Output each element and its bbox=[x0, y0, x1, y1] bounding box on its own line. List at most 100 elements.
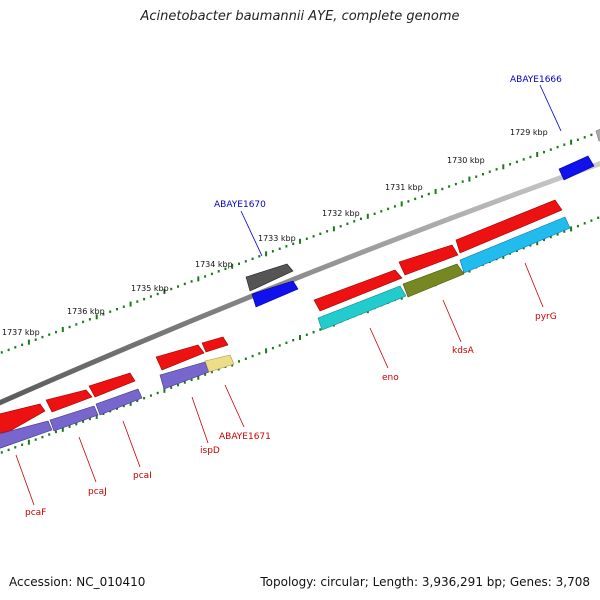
gene-label-ABAYE1670[interactable]: ABAYE1670 bbox=[214, 200, 266, 210]
gene-label-ispD[interactable]: ispD bbox=[200, 446, 220, 456]
scale-label: 1730 kbp bbox=[447, 156, 485, 165]
scale-tick bbox=[495, 168, 498, 171]
scale-tick bbox=[41, 435, 44, 439]
gene-label-pyrG[interactable]: pyrG bbox=[535, 312, 557, 322]
scale-tick bbox=[570, 139, 573, 145]
scale-tick bbox=[55, 330, 57, 334]
scale-label: 1732 kbp bbox=[322, 209, 360, 218]
gene-label-pcaJ[interactable]: pcaJ bbox=[88, 487, 107, 497]
scale-tick bbox=[177, 383, 179, 387]
scale-tick bbox=[319, 232, 322, 235]
scale-tick bbox=[556, 145, 559, 149]
scale-tick bbox=[515, 249, 518, 253]
scale-tick bbox=[210, 272, 213, 276]
gene-arrow-red[interactable] bbox=[45, 389, 93, 413]
genome-summary-text: Topology: circular; Length: 3,936,291 bp… bbox=[260, 575, 590, 589]
scale-tick bbox=[109, 310, 112, 313]
scale-tick bbox=[190, 378, 193, 382]
gene-arrow-purple[interactable] bbox=[0, 420, 53, 450]
scale-tick bbox=[393, 205, 396, 208]
gene-label-ABAYE1666[interactable]: ABAYE1666 bbox=[510, 75, 562, 85]
scale-tick bbox=[576, 138, 579, 141]
scale-tick bbox=[224, 267, 227, 270]
scale-tick bbox=[34, 438, 37, 441]
scale-tick bbox=[170, 287, 173, 291]
gene-arrow-gray[interactable] bbox=[245, 263, 294, 292]
gene-arrow-red[interactable] bbox=[155, 344, 205, 371]
scale-tick bbox=[305, 237, 308, 240]
scale-tick bbox=[285, 341, 288, 344]
gene-arrow-red[interactable] bbox=[0, 403, 46, 434]
scale-tick bbox=[441, 187, 444, 191]
scale-tick bbox=[136, 399, 139, 402]
scale-tick bbox=[136, 300, 139, 303]
scale-tick bbox=[414, 197, 417, 201]
scale-tick bbox=[475, 175, 478, 178]
outer-scale-track bbox=[0, 131, 600, 354]
scale-tick bbox=[271, 250, 274, 253]
gene-label-kdsA[interactable]: kdsA bbox=[452, 346, 475, 356]
scale-tick bbox=[590, 219, 593, 222]
gene-arrow-red[interactable] bbox=[455, 199, 563, 254]
scale-tick bbox=[387, 207, 390, 211]
gene-label-ABAYE1671[interactable]: ABAYE1671 bbox=[219, 432, 271, 442]
scale-tick bbox=[570, 226, 573, 232]
scale-tick bbox=[488, 170, 491, 173]
scale-tick bbox=[549, 148, 552, 151]
gene-arrow-blue[interactable] bbox=[251, 280, 299, 308]
scale-tick bbox=[258, 255, 261, 258]
scale-tick bbox=[75, 323, 78, 326]
gene-arrow-purple[interactable] bbox=[95, 388, 143, 416]
scale-tick bbox=[529, 155, 532, 159]
scale-tick bbox=[563, 230, 566, 233]
scale-label: 1737 kbp bbox=[2, 328, 40, 337]
scale-tick bbox=[102, 313, 105, 316]
gene-label-eno[interactable]: eno bbox=[382, 373, 399, 383]
scale-label: 1734 kbp bbox=[195, 260, 233, 269]
scale-tick bbox=[48, 433, 51, 436]
gene-arrow-blue[interactable] bbox=[558, 155, 595, 181]
scale-tick bbox=[448, 185, 451, 188]
scale-tick bbox=[0, 451, 3, 454]
gene-arrow-lightgray[interactable] bbox=[595, 127, 600, 142]
gene-arrow-yellow[interactable] bbox=[204, 354, 235, 373]
scale-tick bbox=[251, 354, 254, 358]
gene-label-pcaI[interactable]: pcaI bbox=[133, 471, 152, 481]
gene-arrow-red[interactable] bbox=[88, 372, 136, 398]
scale-tick bbox=[116, 308, 118, 311]
gene-labels: pcaF pcaJ pcaI ispD ABAYE1671 eno kdsA p… bbox=[25, 75, 562, 518]
scale-tick bbox=[536, 240, 539, 246]
gene-arrow-cyan[interactable] bbox=[459, 216, 571, 274]
gene-arrow-teal[interactable] bbox=[317, 285, 407, 331]
scale-tick bbox=[82, 320, 85, 324]
scale-tick bbox=[583, 222, 586, 225]
scale-tick bbox=[590, 133, 593, 137]
scale-tick bbox=[549, 235, 552, 239]
scale-tick bbox=[156, 391, 159, 395]
scale-tick bbox=[149, 394, 152, 397]
scale-tick bbox=[129, 400, 132, 406]
scale-tick bbox=[380, 210, 383, 213]
gene-arrow-red[interactable] bbox=[201, 336, 229, 353]
gene-label-pcaF[interactable]: pcaF bbox=[25, 508, 46, 518]
scale-tick bbox=[170, 386, 173, 389]
gene-arrow-red[interactable] bbox=[398, 244, 459, 276]
scale-tick bbox=[61, 426, 64, 432]
scale-tick bbox=[68, 425, 71, 428]
scale-tick bbox=[21, 343, 24, 346]
scale-tick bbox=[299, 335, 301, 340]
scale-tick bbox=[522, 158, 525, 161]
scale-tick bbox=[116, 407, 118, 410]
scale-tick bbox=[278, 344, 281, 347]
scale-tick bbox=[400, 201, 403, 207]
gene-arrow-purple[interactable] bbox=[49, 405, 99, 432]
scale-tick bbox=[95, 413, 98, 419]
scale-tick bbox=[14, 446, 17, 449]
scale-tick bbox=[109, 410, 112, 413]
gene-arrow-olive[interactable] bbox=[402, 263, 465, 298]
scale-tick bbox=[244, 260, 247, 263]
scale-tick bbox=[0, 351, 3, 354]
gene-arrow-red[interactable] bbox=[313, 269, 403, 312]
scale-label: 1729 kbp bbox=[510, 128, 548, 137]
scale-tick bbox=[197, 374, 200, 380]
